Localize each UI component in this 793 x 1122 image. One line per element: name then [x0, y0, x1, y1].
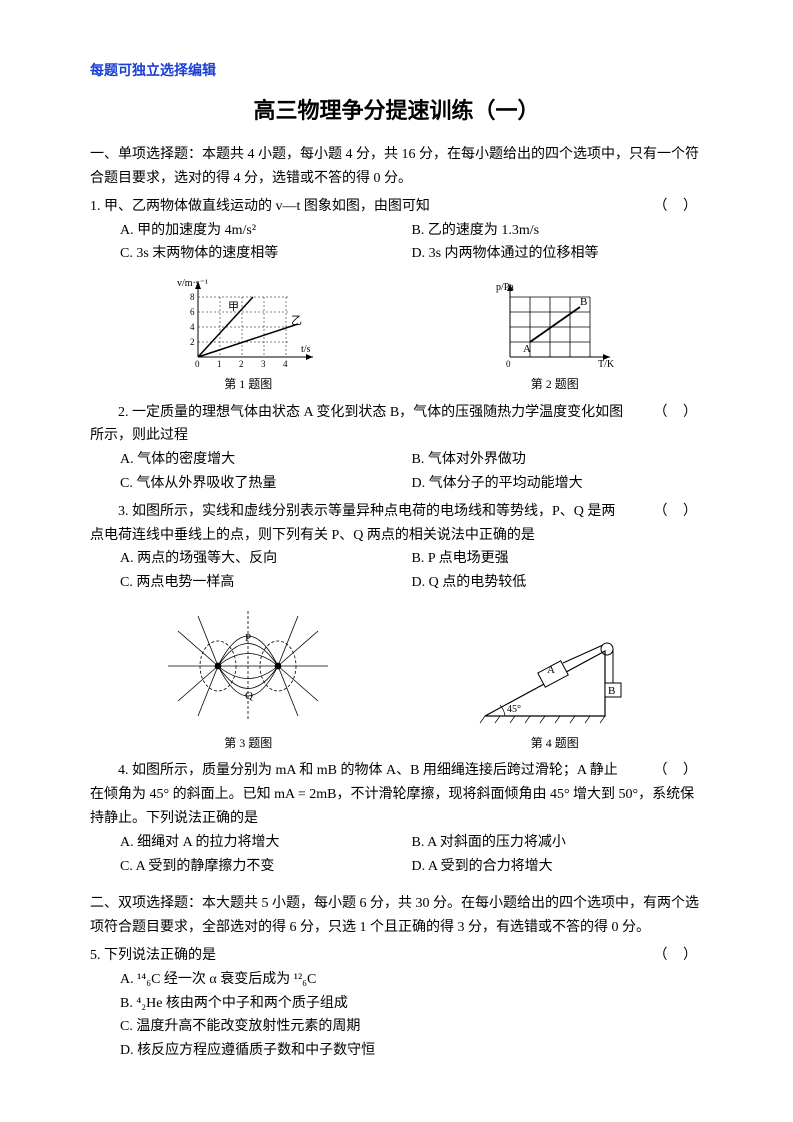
svg-text:P: P: [245, 632, 251, 644]
q4-stem: 4. 如图所示，质量分别为 mA 和 mB 的物体 A、B 用细绳连接后跨过滑轮…: [90, 763, 694, 826]
figure-row-3-4: P Q 第 3 题图 A B: [90, 601, 703, 753]
svg-text:8: 8: [190, 292, 195, 302]
q3-opt-c: C. 两点电势一样高: [120, 571, 412, 595]
figure-3: P Q 第 3 题图: [148, 601, 348, 753]
fig1-caption: 第 1 题图: [173, 374, 323, 394]
q1-num: 1.: [90, 199, 101, 214]
q4-options: A. 细绳对 A 的拉力将增大 B. A 对斜面的压力将减小 C. A 受到的静…: [90, 831, 703, 879]
q3-opt-a: A. 两点的场强等大、反向: [120, 547, 412, 571]
blockB: B: [608, 685, 615, 697]
figure-row-1-2: 甲 乙 t/s v/m·s⁻¹ 2 4 6 8 1 2 3 4 0 第 1 题图 A: [90, 272, 703, 394]
figure-1: 甲 乙 t/s v/m·s⁻¹ 2 4 6 8 1 2 3 4 0 第 1 题图: [173, 272, 323, 394]
fig4-caption: 第 4 题图: [465, 733, 645, 753]
q5-stem: 下列说法正确的是: [104, 948, 216, 963]
labelB: B: [580, 296, 587, 308]
q2-opt-a: A. 气体的密度增大: [120, 448, 412, 472]
xlabel: t/s: [301, 344, 311, 355]
q1-opt-d: D. 3s 内两物体通过的位移相等: [412, 242, 704, 266]
fig3-caption: 第 3 题图: [148, 733, 348, 753]
label-yi: 乙: [291, 314, 302, 327]
figure-2: A B T/K p/Pa 0 第 2 题图: [490, 272, 620, 394]
incline-diagram: A B 45°: [465, 611, 645, 731]
q1-opt-a: A. 甲的加速度为 4m/s²: [120, 219, 412, 243]
ylabel: v/m·s⁻¹: [177, 278, 208, 289]
q2-opt-c: C. 气体从外界吸收了热量: [120, 472, 412, 496]
question-2: （ ） 2. 一定质量的理想气体由状态 A 变化到状态 B，气体的压强随热力学温…: [90, 401, 703, 496]
q1-opt-c: C. 3s 末两物体的速度相等: [120, 242, 412, 266]
q4-opt-d: D. A 受到的合力将增大: [412, 855, 704, 879]
q1-options: A. 甲的加速度为 4m/s² B. 乙的速度为 1.3m/s C. 3s 末两…: [90, 219, 703, 267]
q3-opt-d: D. Q 点的电势较低: [412, 571, 704, 595]
field-lines-diagram: P Q: [148, 601, 348, 731]
svg-text:4: 4: [190, 322, 195, 332]
question-1: （ ） 1. 甲、乙两物体做直线运动的 v—t 图象如图，由图可知 A. 甲的加…: [90, 195, 703, 266]
q2-stem: 2. 一定质量的理想气体由状态 A 变化到状态 B，气体的压强随热力学温度变化如…: [90, 405, 623, 444]
q2-opt-d: D. 气体分子的平均动能增大: [412, 472, 704, 496]
q4-opt-a: A. 细绳对 A 的拉力将增大: [120, 831, 412, 855]
q5-opt-c: C. 温度升高不能改变放射性元素的周期: [120, 1015, 703, 1039]
q5-opt-b: B. ⁴₂He 核由两个中子和两个质子组成: [120, 992, 703, 1016]
svg-text:3: 3: [261, 359, 266, 369]
answer-bracket: （ ）: [654, 944, 704, 968]
section-2-instructions: 二、双项选择题：本大题共 5 小题，每小题 6 分，共 30 分。在每小题给出的…: [90, 892, 703, 940]
svg-text:6: 6: [190, 307, 195, 317]
section-1-instructions: 一、单项选择题：本题共 4 小题，每小题 4 分，共 16 分，在每小题给出的四…: [90, 143, 703, 191]
header-link: 每题可独立选择编辑: [90, 60, 703, 84]
q2-opt-b: B. 气体对外界做功: [412, 448, 704, 472]
label-jia: 甲: [228, 301, 239, 313]
question-5: （ ） 5. 下列说法正确的是 A. ¹⁴₆C 经一次 α 衰变后成为 ¹²₆C…: [90, 944, 703, 1063]
ylabel2: p/Pa: [496, 282, 514, 293]
q5-opt-d: D. 核反应方程应遵循质子数和中子数守恒: [120, 1039, 703, 1063]
answer-bracket: （ ）: [626, 500, 704, 524]
q4-opt-c: C. A 受到的静摩擦力不变: [120, 855, 412, 879]
q3-stem: 3. 如图所示，实线和虚线分别表示等量异种点电荷的电场线和等势线，P、Q 是两点…: [90, 504, 615, 543]
labelA: A: [523, 343, 531, 355]
svg-text:1: 1: [217, 359, 222, 369]
question-4: （ ） 4. 如图所示，质量分别为 mA 和 mB 的物体 A、B 用细绳连接后…: [90, 759, 703, 878]
answer-bracket: （ ）: [626, 759, 704, 783]
q5-options: A. ¹⁴₆C 经一次 α 衰变后成为 ¹²₆C B. ⁴₂He 核由两个中子和…: [90, 968, 703, 1063]
svg-text:2: 2: [239, 359, 244, 369]
q2-options: A. 气体的密度增大 B. 气体对外界做功 C. 气体从外界吸收了热量 D. 气…: [90, 448, 703, 496]
q3-options: A. 两点的场强等大、反向 B. P 点电场更强 C. 两点电势一样高 D. Q…: [90, 547, 703, 595]
figure-4: A B 45° 第 4 题图: [465, 611, 645, 753]
chart-pt: A B T/K p/Pa 0: [490, 272, 620, 372]
svg-text:Q: Q: [245, 690, 253, 702]
svg-text:0: 0: [195, 359, 200, 369]
xlabel2: T/K: [598, 359, 615, 370]
svg-text:0: 0: [506, 359, 511, 369]
answer-bracket: （ ）: [626, 401, 704, 425]
angle: 45°: [507, 704, 521, 715]
q1-opt-b: B. 乙的速度为 1.3m/s: [412, 219, 704, 243]
svg-text:4: 4: [283, 359, 288, 369]
question-3: （ ） 3. 如图所示，实线和虚线分别表示等量异种点电荷的电场线和等势线，P、Q…: [90, 500, 703, 595]
svg-text:2: 2: [190, 337, 195, 347]
q3-opt-b: B. P 点电场更强: [412, 547, 704, 571]
chart-vt: 甲 乙 t/s v/m·s⁻¹ 2 4 6 8 1 2 3 4 0: [173, 272, 323, 372]
blockA: A: [547, 664, 555, 676]
q5-num: 5.: [90, 948, 101, 963]
q5-opt-a: A. ¹⁴₆C 经一次 α 衰变后成为 ¹²₆C: [120, 968, 703, 992]
q4-opt-b: B. A 对斜面的压力将减小: [412, 831, 704, 855]
answer-bracket: （ ）: [654, 195, 704, 219]
q1-stem: 甲、乙两物体做直线运动的 v—t 图象如图，由图可知: [104, 199, 430, 214]
fig2-caption: 第 2 题图: [490, 374, 620, 394]
page-title: 高三物理争分提速训练（一）: [90, 92, 703, 129]
